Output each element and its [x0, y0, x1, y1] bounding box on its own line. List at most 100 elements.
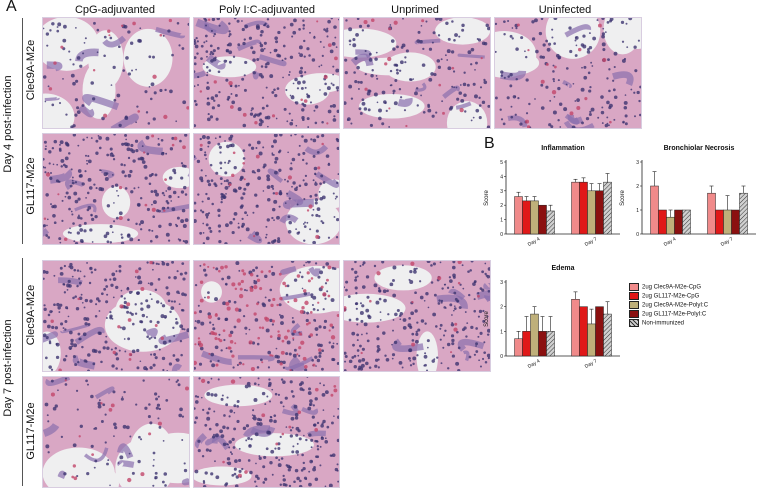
bar [603, 181, 612, 235]
chart-title: Bronchiolar Necrosis [664, 145, 735, 152]
row-label-clec9a-d7: Clec9A-M2e [25, 284, 37, 346]
panel-a-label: A [6, 0, 17, 15]
bar [538, 331, 547, 357]
bar [571, 181, 580, 235]
bar [739, 192, 748, 235]
x-tick-label: Day 4 [527, 236, 542, 248]
bar [522, 331, 531, 357]
chart-title: Edema [552, 265, 575, 272]
micrograph-d7-gl117-cpg [42, 376, 190, 488]
chart-legend: 2ug Clec9A-M2e-CpG 2ug GL117-M2e-CpG 2ug… [629, 283, 759, 343]
legend-item: 2ug GL117-M2e-PolyI:C [629, 310, 706, 318]
micrograph-d4-clec9a-polyic [193, 17, 340, 129]
y-tick-label: 1 [500, 329, 503, 335]
bar [571, 299, 580, 357]
y-tick-label: 4 [500, 174, 503, 180]
legend-swatch-4 [629, 319, 639, 327]
bar [595, 190, 604, 235]
bar [731, 209, 740, 235]
chart-title: Inflammation [541, 145, 585, 152]
bar [595, 306, 604, 357]
bar [666, 216, 675, 235]
y-tick-label: 1 [636, 208, 639, 214]
micrograph-d4-uninfected [494, 17, 642, 129]
bar [587, 190, 596, 235]
legend-label: 2ug GL117-M2e-CpG [642, 293, 700, 300]
bar [650, 185, 659, 235]
bar [579, 181, 588, 235]
chart-edema: Edema Score 0 1 2 3 Day 4 Day 7 [480, 260, 626, 380]
legend-item: 2ug Clec9A-M2e-CpG [629, 283, 701, 291]
bar [707, 192, 716, 235]
bar [522, 200, 531, 235]
chart-bronchiolar-necrosis: Bronchiolar Necrosis Score 0 1 2 3 Day 4 Day 7 [616, 140, 762, 258]
legend-swatch-0 [629, 283, 639, 291]
panel-b-label: B [484, 135, 495, 152]
y-tick-label: 3 [500, 189, 503, 195]
day4-bracket [22, 18, 23, 244]
day4-label: Day 4 post-infection [2, 75, 14, 173]
y-tick-label: 5 [500, 160, 503, 166]
bar [674, 209, 683, 235]
legend-swatch-3 [629, 310, 639, 318]
bar [723, 209, 732, 235]
bar [546, 331, 555, 357]
micrograph-d7-clec9a-polyic [193, 260, 340, 372]
bar [587, 323, 596, 357]
legend-swatch-2 [629, 301, 639, 309]
x-tick-label: Day 4 [527, 358, 542, 370]
x-tick-label: Day 4 [663, 236, 678, 248]
x-tick-label: Day 7 [584, 358, 599, 370]
y-tick-label: 1 [500, 218, 503, 224]
micrograph-d4-unprimed [343, 17, 491, 129]
column-header-polyic: Poly I:C-adjuvanted [219, 4, 315, 16]
legend-label: 2ug GL117-M2e-PolyI:C [642, 311, 707, 318]
bar [579, 306, 588, 357]
bar [530, 313, 539, 357]
legend-label: Non-immunized [642, 320, 685, 327]
row-label-gl117-d7: GL117-M2e [25, 402, 37, 460]
legend-label: 2ug Clec9A-M2e-CpG [642, 284, 702, 291]
bar [538, 204, 547, 235]
row-label-gl117-d4: GL117-M2e [25, 157, 37, 215]
y-tick-label: 0 [500, 232, 503, 238]
bar [546, 210, 555, 235]
legend-label: 2ug Clec9A-M2e-PolyI:C [642, 302, 709, 309]
legend-item: Non-immunized [629, 319, 684, 327]
legend-swatch-1 [629, 292, 639, 300]
micrograph-d7-unprimed [343, 260, 491, 372]
bar [658, 209, 667, 235]
bar [682, 209, 691, 235]
micrograph-d7-gl117-polyic [193, 376, 340, 488]
column-header-cpg: CpG-adjuvanted [74, 4, 156, 16]
bar [715, 209, 724, 235]
micrograph-d4-gl117-polyic [193, 133, 340, 245]
day7-bracket [22, 258, 23, 486]
legend-item: 2ug Clec9A-M2e-PolyI:C [629, 301, 708, 309]
chart-inflammation: Inflammation Score 0 1 2 3 4 5 Day 4 Day 7 [480, 140, 626, 258]
y-tick-label: 2 [636, 184, 639, 190]
micrograph-d4-clec9a-cpg [42, 17, 190, 129]
day7-label: Day 7 post-infection [2, 319, 14, 417]
column-header-uninfected: Uninfected [538, 4, 592, 16]
y-axis-label: Score [620, 190, 626, 206]
micrograph-d7-clec9a-cpg [42, 260, 190, 372]
row-label-clec9a-d4: Clec9A-M2e [25, 39, 37, 101]
y-tick-label: 3 [636, 160, 639, 166]
y-tick-label: 0 [636, 232, 639, 238]
y-tick-label: 3 [500, 280, 503, 286]
micrograph-d4-gl117-cpg [42, 133, 190, 245]
bar [603, 313, 612, 357]
bar [514, 338, 523, 357]
x-tick-label: Day 7 [584, 236, 599, 248]
x-tick-label: Day 7 [720, 236, 735, 248]
bar [514, 196, 523, 235]
legend-item: 2ug GL117-M2e-CpG [629, 292, 699, 300]
y-axis-label: Score [484, 311, 490, 327]
y-tick-label: 2 [500, 305, 503, 311]
y-tick-label: 0 [500, 354, 503, 360]
y-axis-label: Score [484, 190, 490, 206]
column-header-unprimed: Unprimed [391, 4, 439, 16]
bar [530, 200, 539, 235]
y-tick-label: 2 [500, 203, 503, 209]
